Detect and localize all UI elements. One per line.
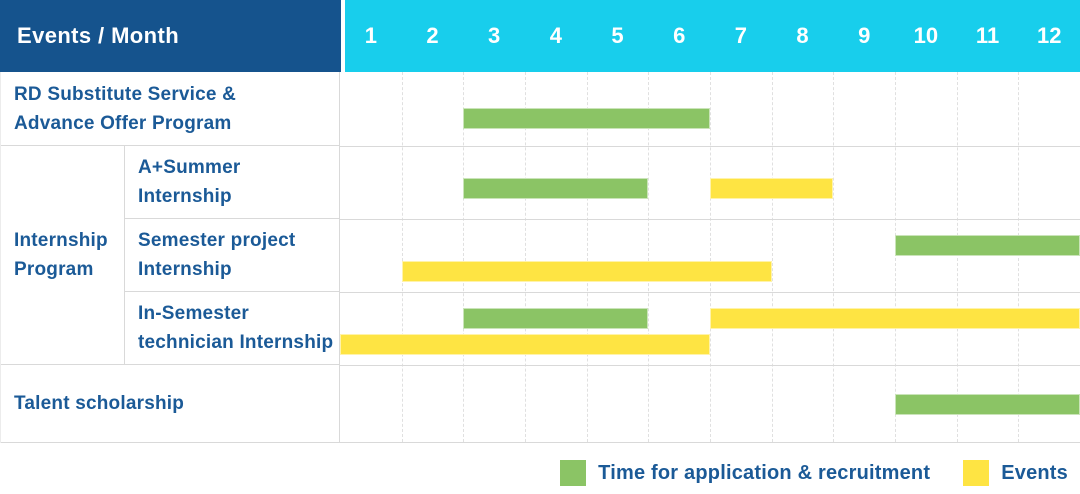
legend-item-events: Events — [963, 460, 1068, 486]
month-header-7: 7 — [734, 23, 747, 48]
month-gridline — [771, 72, 773, 442]
month-gridline — [463, 72, 465, 442]
month-gridline — [401, 72, 403, 442]
month-header-12: 12 — [1036, 23, 1062, 48]
gantt-bar-events-m7-m12 — [710, 308, 1080, 329]
month-gridline — [525, 72, 526, 442]
month-header-5: 5 — [611, 23, 624, 48]
month-gridline — [956, 72, 958, 442]
row-label-line: Internship — [138, 259, 232, 280]
month-gridline — [1018, 72, 1020, 442]
legend-label-application: Time for application & recruitment — [598, 461, 931, 484]
legend-swatch-events — [963, 460, 990, 486]
row-label-line: In-Semester — [138, 303, 249, 324]
month-header-row: 1 2 3 4 5 6 7 8 9 10 11 12 — [340, 0, 1080, 72]
gantt-grid — [340, 72, 1080, 443]
month-header-9: 9 — [858, 23, 871, 48]
row-label-line: Advance Offer Program — [14, 112, 232, 134]
legend: Time for application & recruitment Events — [560, 458, 1068, 488]
month-header-6: 6 — [673, 23, 686, 48]
row-divider — [340, 219, 1080, 220]
month-gridline — [710, 72, 711, 442]
group-label-internship-program: Internship Program — [1, 146, 125, 365]
events-month-label: Events / Month — [17, 23, 180, 48]
month-header-4: 4 — [549, 23, 562, 48]
month-header-3: 3 — [488, 23, 501, 48]
row-label-line: Internship — [138, 186, 232, 207]
month-gridline — [648, 72, 650, 442]
month-header-background — [345, 0, 1080, 72]
month-header-2: 2 — [426, 23, 439, 48]
gantt-bar-application-m3-m6 — [463, 108, 710, 129]
table-body: RD Substitute Service & Advance Offer Pro… — [0, 72, 1080, 443]
legend-swatch-application — [560, 460, 587, 486]
row-label-semester-project-internship: Semester project Internship — [125, 219, 340, 292]
row-label-line: Program — [14, 259, 94, 280]
month-gridline — [895, 72, 896, 442]
row-label-a-summer-internship: A+Summer Internship — [125, 146, 340, 219]
row-label-rd-substitute: RD Substitute Service & Advance Offer Pro… — [1, 72, 340, 146]
row-divider — [340, 146, 1080, 147]
month-header-8: 8 — [796, 23, 809, 48]
row-label-line: Talent scholarship — [14, 393, 185, 414]
month-header-11: 11 — [975, 23, 1000, 48]
row-label-line: technician Internship — [138, 332, 334, 353]
legend-label-events: Events — [1001, 461, 1068, 484]
row-label-line: A+Summer — [138, 157, 241, 178]
table-header-title: Events / Month — [0, 0, 341, 72]
row-label-line: RD Substitute Service & — [14, 83, 237, 105]
gantt-bar-application-m3-m5 — [463, 178, 649, 199]
row-label-in-semester-technician-internship: In-Semester technician Internship — [125, 292, 340, 365]
gantt-bar-events-m2-m7 — [401, 261, 772, 282]
legend-item-application: Time for application & recruitment — [560, 460, 930, 486]
row-labels-column: RD Substitute Service & Advance Offer Pro… — [0, 72, 340, 443]
row-label-talent-scholarship: Talent scholarship — [1, 365, 340, 443]
row-divider — [340, 365, 1080, 366]
gantt-bar-application-m10-m12 — [895, 394, 1080, 415]
gantt-bar-events-m1-m6 — [340, 334, 710, 355]
month-header-1: 1 — [364, 23, 377, 48]
month-gridline — [833, 72, 835, 442]
month-header-10: 10 — [913, 23, 939, 48]
row-divider — [340, 292, 1080, 293]
row-label-line: Internship — [14, 230, 108, 251]
gantt-bar-events-m7-m8 — [710, 178, 834, 199]
row-label-line: Semester project — [138, 230, 296, 251]
gantt-bar-application-m3-m5 — [463, 308, 649, 329]
gantt-bar-application-m10-m12 — [895, 235, 1080, 256]
month-gridline — [586, 72, 588, 442]
